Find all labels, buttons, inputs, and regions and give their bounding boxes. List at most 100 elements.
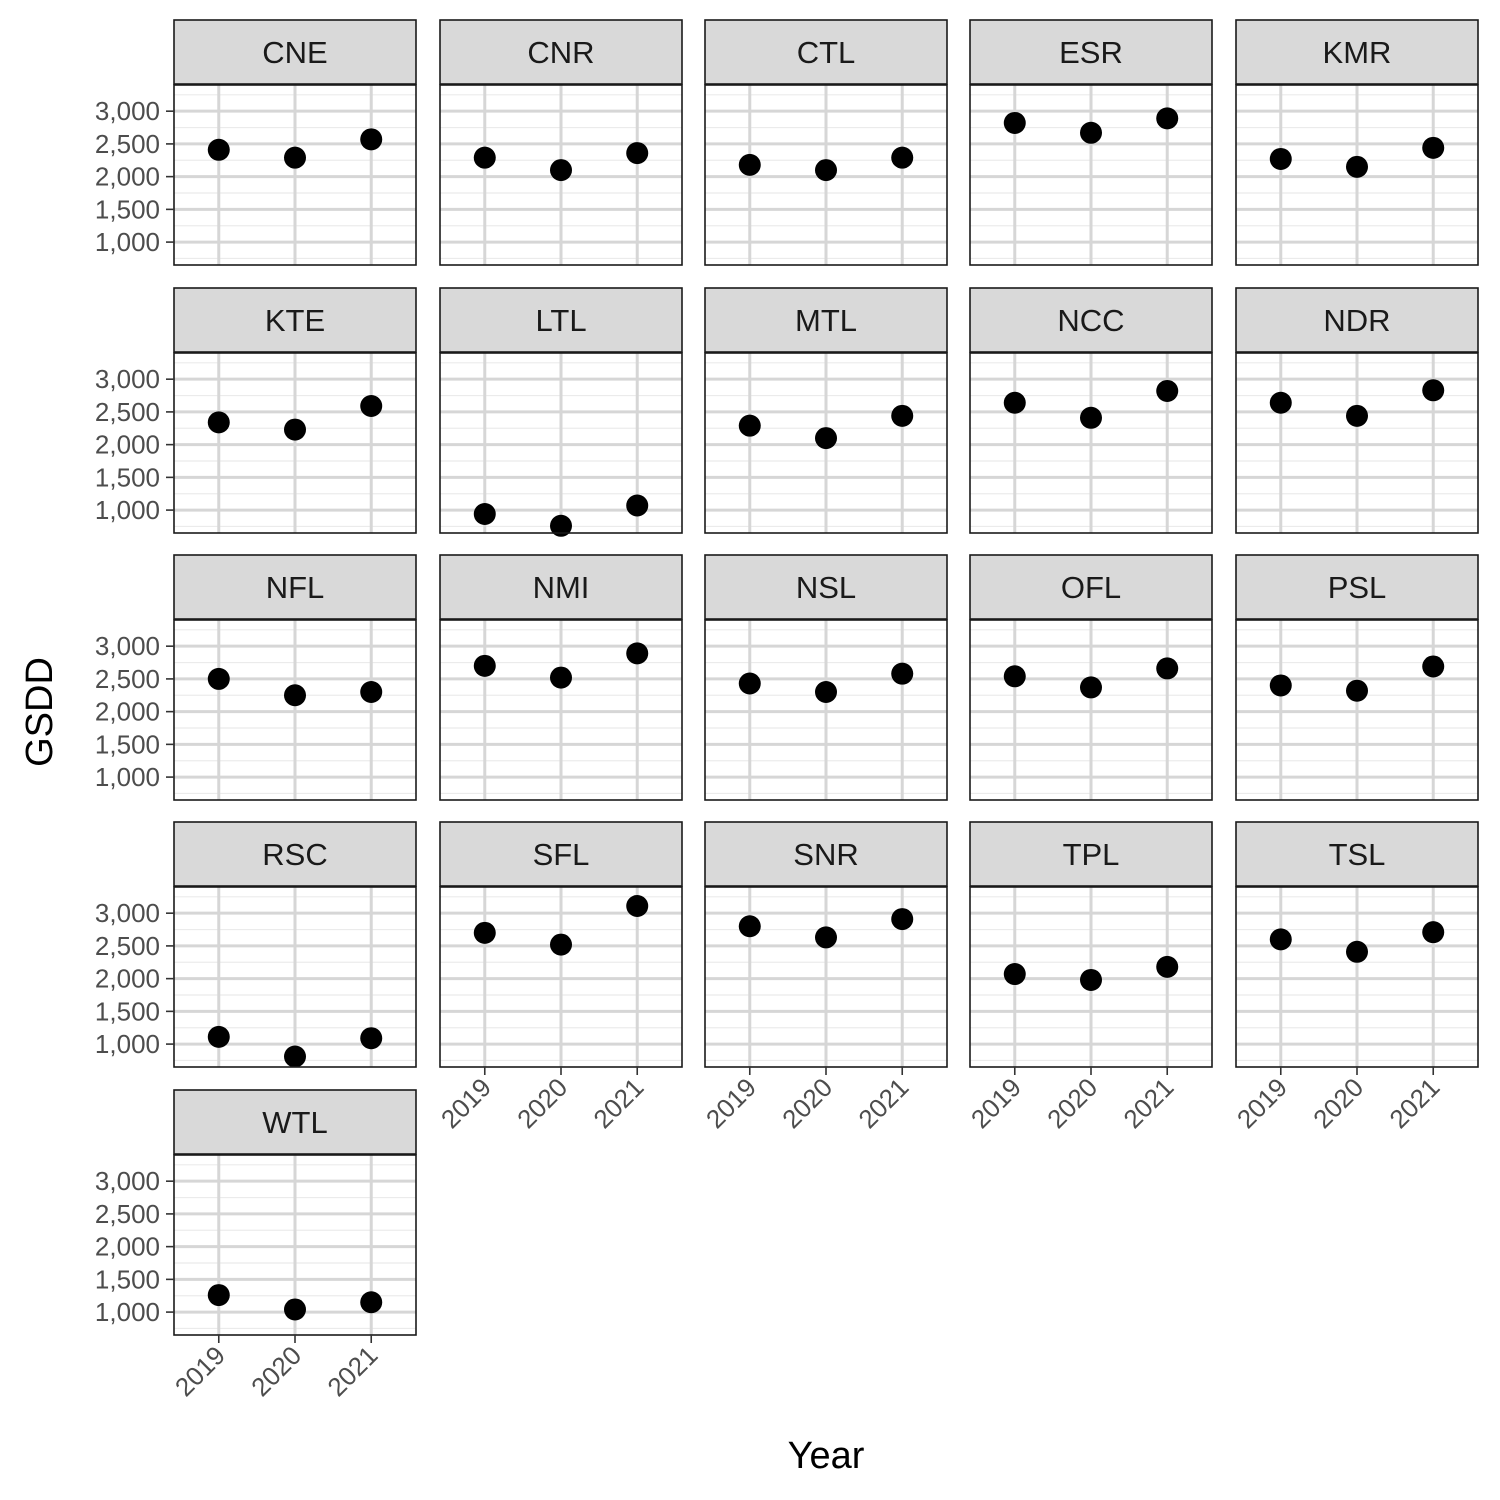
strip-label: PSL bbox=[1328, 570, 1387, 605]
panel-ctl: CTL bbox=[704, 19, 948, 266]
data-point-2019 bbox=[1269, 674, 1292, 697]
x-tick-label: 2020 bbox=[245, 1340, 307, 1402]
panel-border bbox=[1235, 619, 1479, 801]
strip-label: SFL bbox=[533, 837, 590, 872]
strip-background bbox=[173, 287, 417, 353]
strip-label: RSC bbox=[262, 837, 327, 872]
panel-border bbox=[704, 619, 948, 801]
data-point-2020 bbox=[550, 666, 572, 689]
x-tick-label: 2021 bbox=[852, 1072, 914, 1134]
strip-label: MTL bbox=[795, 303, 857, 338]
strip-background bbox=[173, 1089, 417, 1155]
data-point-2021 bbox=[891, 146, 914, 169]
panel-tsl: TSL 2019 2020 2021 bbox=[1231, 821, 1479, 1134]
strip-label: WTL bbox=[262, 1105, 327, 1140]
data-point-2020 bbox=[1346, 940, 1368, 963]
data-point-2021 bbox=[1156, 657, 1179, 680]
data-point-2019 bbox=[473, 921, 496, 944]
data-point-2020 bbox=[815, 926, 837, 949]
panel-border bbox=[439, 352, 683, 534]
y-tick-label: 2,000 bbox=[95, 964, 160, 994]
data-point-2021 bbox=[891, 908, 914, 931]
data-point-2020 bbox=[550, 933, 572, 956]
y-tick-label: 3,000 bbox=[95, 898, 160, 928]
data-point-2021 bbox=[1422, 379, 1445, 402]
data-point-2021 bbox=[1422, 921, 1445, 944]
data-point-2020 bbox=[284, 146, 306, 169]
data-point-2021 bbox=[626, 894, 649, 917]
data-point-2019 bbox=[738, 153, 761, 176]
y-tick-label: 2,000 bbox=[95, 162, 160, 192]
y-tick-label: 3,000 bbox=[95, 631, 160, 661]
panel-border bbox=[969, 619, 1213, 801]
y-tick-label: 3,000 bbox=[95, 364, 160, 394]
panel-esr: ESR bbox=[969, 19, 1213, 266]
data-point-2020 bbox=[1080, 406, 1102, 429]
strip-background bbox=[969, 19, 1213, 85]
x-tick-label: 2019 bbox=[965, 1072, 1027, 1134]
panel-border bbox=[439, 84, 683, 266]
data-point-2019 bbox=[207, 1284, 230, 1307]
data-point-2020 bbox=[815, 159, 837, 182]
data-point-2020 bbox=[284, 1298, 306, 1321]
y-tick-label: 2,500 bbox=[95, 664, 160, 694]
y-tick-label: 1,500 bbox=[95, 1264, 160, 1294]
y-tick-label: 2,000 bbox=[95, 430, 160, 460]
data-point-2019 bbox=[473, 146, 496, 169]
strip-background bbox=[1235, 287, 1479, 353]
strip-label: CNE bbox=[262, 35, 327, 70]
strip-label: NDR bbox=[1323, 303, 1390, 338]
data-point-2019 bbox=[738, 414, 761, 437]
data-point-2020 bbox=[550, 514, 572, 537]
strip-label: TSL bbox=[1329, 837, 1386, 872]
y-tick-label: 1,500 bbox=[95, 729, 160, 759]
panel-mtl: MTL bbox=[704, 287, 948, 534]
y-tick-label: 3,000 bbox=[95, 96, 160, 126]
strip-background bbox=[439, 554, 683, 620]
panel-ndr: NDR bbox=[1235, 287, 1479, 534]
data-point-2020 bbox=[815, 681, 837, 703]
data-point-2019 bbox=[207, 138, 230, 161]
data-point-2020 bbox=[284, 684, 306, 707]
strip-label: NCC bbox=[1057, 303, 1124, 338]
data-point-2020 bbox=[815, 427, 837, 450]
data-point-2021 bbox=[626, 494, 649, 517]
data-point-2019 bbox=[1003, 963, 1026, 986]
strip-label: CNR bbox=[527, 35, 594, 70]
strip-background bbox=[969, 821, 1213, 887]
data-point-2020 bbox=[1346, 404, 1368, 427]
panel-cnr: CNR bbox=[439, 19, 683, 266]
data-point-2019 bbox=[1269, 928, 1292, 951]
x-tick-label: 2020 bbox=[776, 1072, 838, 1134]
x-tick-label: 2019 bbox=[435, 1072, 497, 1134]
y-tick-label: 1,000 bbox=[95, 495, 160, 525]
panel-border bbox=[969, 84, 1213, 266]
panel-border bbox=[173, 886, 417, 1068]
y-tick-label: 2,500 bbox=[95, 1199, 160, 1229]
data-point-2020 bbox=[1080, 121, 1102, 144]
x-tick-label: 2019 bbox=[169, 1340, 231, 1402]
data-point-2021 bbox=[1156, 107, 1179, 130]
strip-label: OFL bbox=[1061, 570, 1121, 605]
strip-background bbox=[1235, 821, 1479, 887]
panel-snr: SNR 2019 2020 2021 bbox=[700, 821, 948, 1134]
strip-label: NFL bbox=[266, 570, 325, 605]
strip-background bbox=[969, 287, 1213, 353]
strip-background bbox=[704, 821, 948, 887]
data-point-2019 bbox=[207, 1025, 230, 1048]
y-tick-label: 3,000 bbox=[95, 1166, 160, 1196]
data-point-2019 bbox=[1003, 391, 1026, 414]
data-point-2020 bbox=[284, 418, 306, 441]
data-point-2019 bbox=[473, 503, 496, 526]
strip-background bbox=[969, 554, 1213, 620]
strip-background bbox=[704, 19, 948, 85]
strip-background bbox=[439, 287, 683, 353]
data-point-2019 bbox=[1003, 111, 1026, 134]
y-tick-label: 1,500 bbox=[95, 996, 160, 1026]
strip-label: SNR bbox=[793, 837, 858, 872]
y-tick-label: 1,000 bbox=[95, 1029, 160, 1059]
strip-background bbox=[173, 821, 417, 887]
data-point-2019 bbox=[738, 915, 761, 938]
